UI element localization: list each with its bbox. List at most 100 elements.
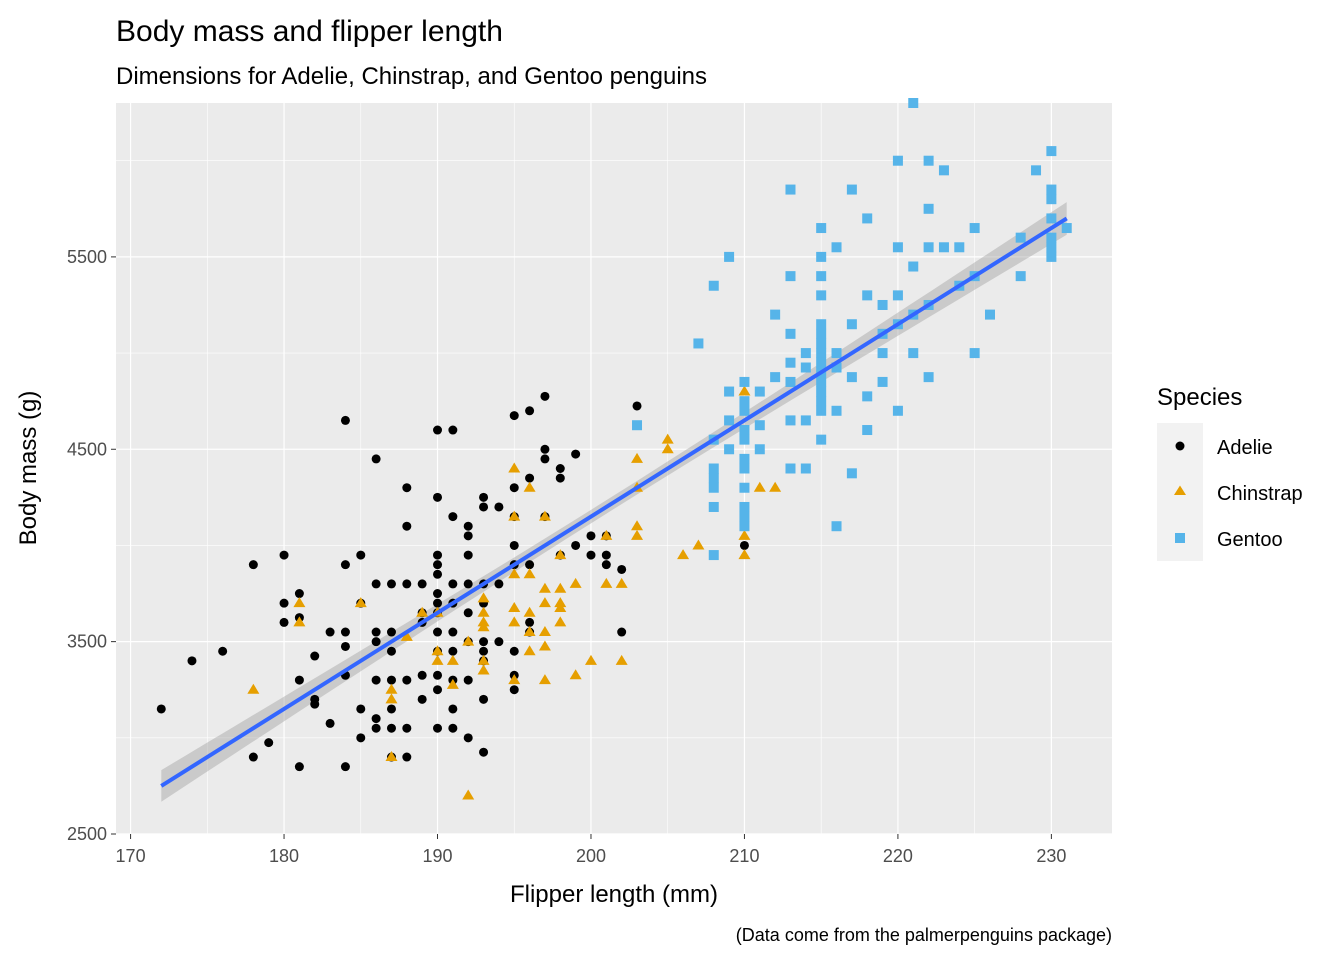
point-gentoo — [846, 184, 857, 195]
point-adelie — [325, 718, 335, 728]
point-adelie — [433, 598, 443, 608]
point-gentoo — [923, 203, 934, 214]
point-adelie — [463, 550, 473, 560]
point-chinstrap — [247, 683, 260, 694]
point-adelie — [340, 415, 350, 425]
point-gentoo — [739, 396, 750, 407]
point-gentoo — [785, 357, 796, 368]
point-adelie — [739, 540, 749, 550]
point-gentoo — [800, 348, 811, 359]
point-chinstrap — [631, 452, 644, 463]
trend-line — [160, 216, 1068, 788]
point-chinstrap — [523, 568, 536, 579]
point-gentoo — [785, 376, 796, 387]
point-gentoo — [984, 309, 995, 320]
point-gentoo — [1031, 165, 1042, 176]
point-adelie — [463, 531, 473, 541]
point-gentoo — [969, 348, 980, 359]
point-gentoo — [693, 338, 704, 349]
point-gentoo — [831, 405, 842, 416]
point-adelie — [340, 560, 350, 570]
point-gentoo — [831, 362, 842, 373]
point-adelie — [294, 762, 304, 772]
point-adelie — [448, 425, 458, 435]
point-adelie — [325, 627, 335, 637]
point-adelie — [433, 589, 443, 599]
point-gentoo — [800, 362, 811, 373]
point-adelie — [433, 670, 443, 680]
point-adelie — [310, 651, 320, 661]
legend-key-adelie — [1175, 441, 1185, 451]
point-adelie — [371, 579, 381, 589]
point-chinstrap — [753, 481, 766, 492]
point-chinstrap — [600, 577, 613, 588]
point-gentoo — [1015, 271, 1026, 282]
point-gentoo — [816, 290, 827, 301]
point-chinstrap — [769, 481, 782, 492]
point-gentoo — [892, 405, 903, 416]
point-gentoo — [708, 501, 719, 512]
point-adelie — [479, 694, 489, 704]
point-chinstrap — [508, 601, 521, 612]
point-gentoo — [892, 155, 903, 166]
point-chinstrap — [293, 597, 306, 608]
point-gentoo — [816, 348, 827, 359]
point-gentoo — [831, 521, 842, 532]
point-gentoo — [632, 420, 643, 431]
point-gentoo — [954, 242, 965, 253]
point-adelie — [279, 598, 289, 608]
point-chinstrap — [615, 577, 628, 588]
point-gentoo — [708, 473, 719, 484]
legend-key-chinstrap — [1174, 485, 1186, 495]
point-chinstrap — [584, 654, 597, 665]
point-gentoo — [724, 444, 735, 455]
point-adelie — [586, 550, 596, 560]
point-adelie — [402, 752, 412, 762]
point-gentoo — [831, 242, 842, 253]
point-gentoo — [739, 405, 750, 416]
point-chinstrap — [738, 385, 751, 396]
point-adelie — [340, 641, 350, 651]
point-gentoo — [754, 444, 765, 455]
point-gentoo — [816, 338, 827, 349]
point-adelie — [417, 579, 427, 589]
point-chinstrap — [477, 621, 490, 632]
legend-label-chinstrap: Chinstrap — [1217, 483, 1303, 505]
point-adelie — [525, 617, 535, 627]
point-gentoo — [1046, 251, 1057, 262]
point-adelie — [463, 733, 473, 743]
point-chinstrap — [538, 597, 551, 608]
point-gentoo — [923, 155, 934, 166]
x-axis-title: Flipper length (mm) — [510, 881, 718, 908]
point-adelie — [340, 627, 350, 637]
point-gentoo — [862, 391, 873, 402]
point-gentoo — [739, 453, 750, 464]
point-chinstrap — [523, 481, 536, 492]
point-adelie — [571, 449, 581, 459]
point-adelie — [371, 637, 381, 647]
point-gentoo — [846, 468, 857, 479]
point-gentoo — [754, 420, 765, 431]
point-chinstrap — [416, 606, 429, 617]
point-adelie — [571, 540, 581, 550]
y-tick-label: 2500 — [67, 824, 107, 844]
point-chinstrap — [508, 462, 521, 473]
point-gentoo — [770, 309, 781, 320]
point-chinstrap — [462, 789, 475, 800]
point-adelie — [448, 512, 458, 522]
point-gentoo — [831, 348, 842, 359]
x-tick-label: 180 — [269, 846, 299, 866]
point-adelie — [371, 675, 381, 685]
point-adelie — [479, 502, 489, 512]
point-gentoo — [877, 376, 888, 387]
point-gentoo — [800, 463, 811, 474]
point-adelie — [386, 675, 396, 685]
point-gentoo — [969, 223, 980, 234]
y-axis-ticks: 2500 3500 4500 5500 — [67, 247, 116, 844]
point-adelie — [417, 670, 427, 680]
point-adelie — [310, 699, 320, 709]
point-chinstrap — [677, 549, 690, 560]
point-chinstrap — [477, 606, 490, 617]
x-tick-label: 190 — [422, 846, 452, 866]
